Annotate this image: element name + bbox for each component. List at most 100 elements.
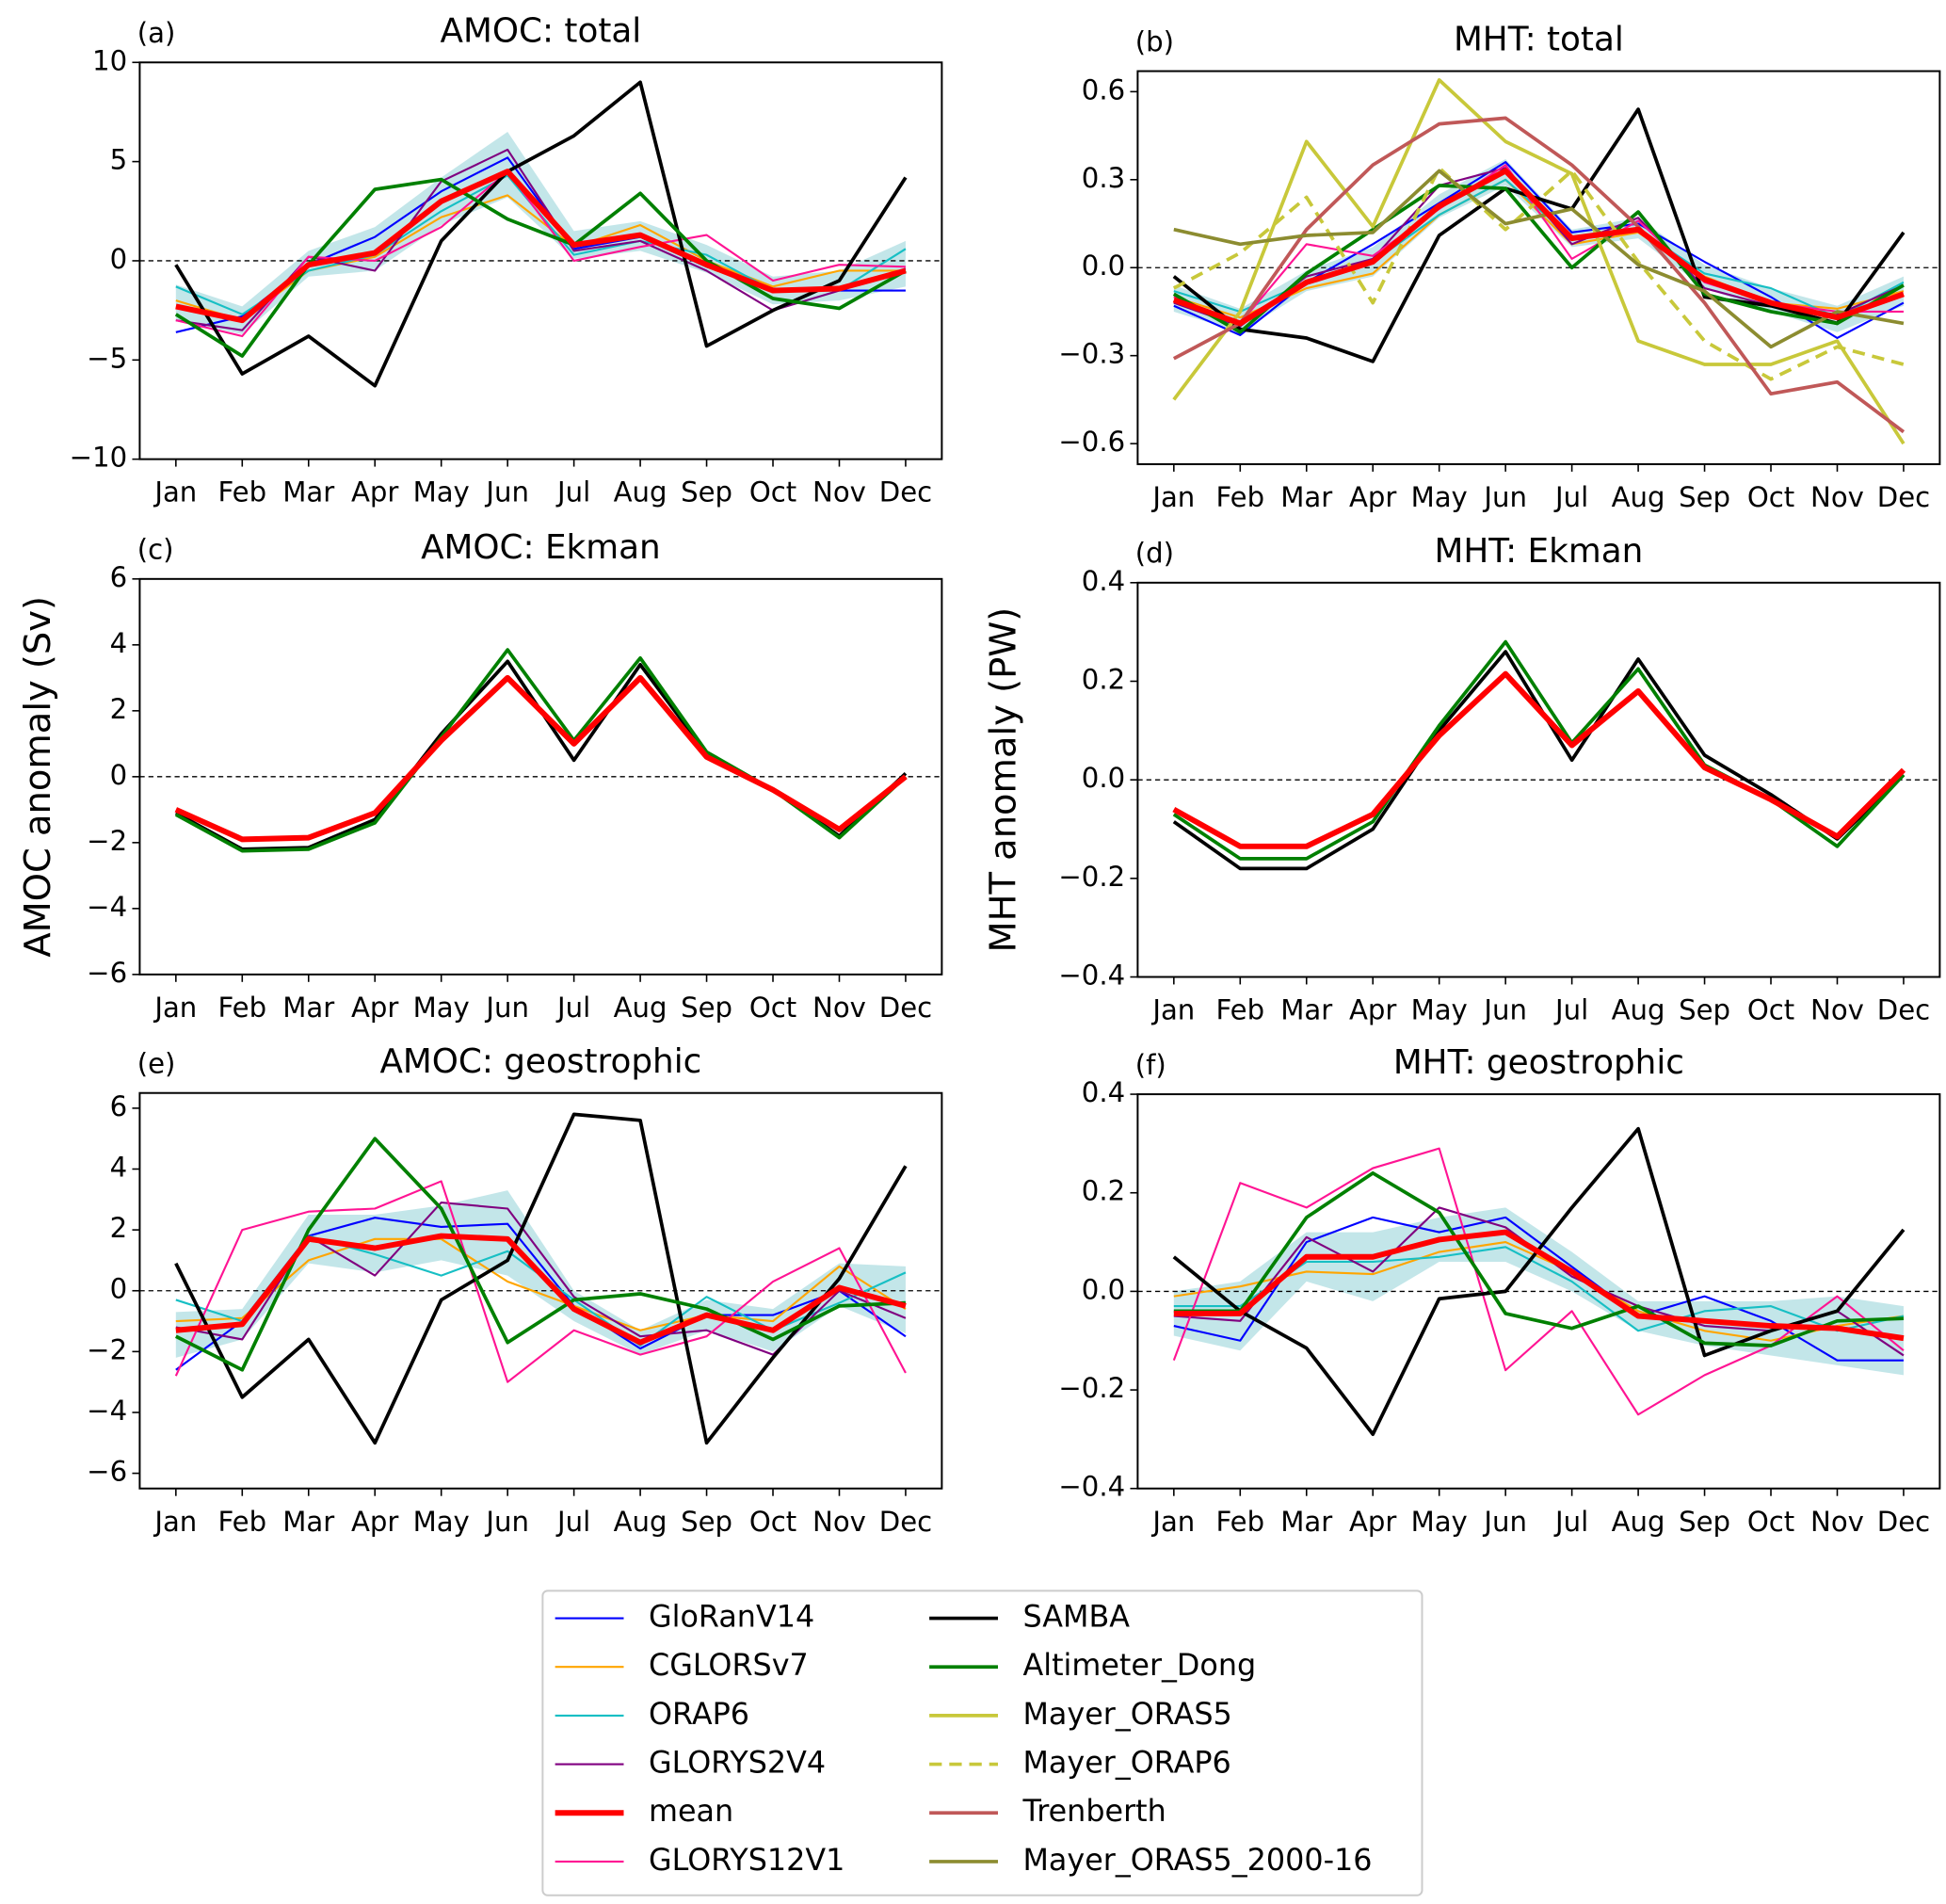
x-tick-label: Jun (1482, 1506, 1527, 1538)
x-tick-label: Jul (1553, 481, 1588, 513)
series-line (1172, 168, 1905, 327)
chart-title: MHT: total (1454, 21, 1624, 59)
x-tick-label: Jul (1553, 994, 1588, 1026)
x-tick-label: Jan (153, 1506, 197, 1538)
chart-title: AMOC: total (441, 11, 642, 50)
x-tick-label: Jun (1482, 481, 1527, 513)
chart-title: MHT: geostrophic (1393, 1043, 1684, 1082)
series-line (1172, 107, 1906, 363)
x-tick-label: Mar (282, 476, 334, 508)
panel-label: (f) (1135, 1049, 1166, 1081)
legend-label: GLORYS2V4 (649, 1746, 826, 1781)
x-tick-label: May (1411, 481, 1468, 513)
chart-title: AMOC: geostrophic (379, 1042, 701, 1081)
x-tick-label: Nov (1810, 994, 1864, 1026)
y-tick-label: −2 (87, 825, 127, 857)
legend-label: mean (649, 1794, 733, 1829)
legend-label: ORAP6 (649, 1697, 749, 1732)
x-tick-label: Oct (749, 476, 796, 508)
x-tick-label: Mar (282, 1506, 334, 1538)
x-tick-label: Dec (879, 476, 932, 508)
legend-label: Mayer_ORAS5_2000-16 (1022, 1843, 1372, 1878)
y-tick-label: 0.2 (1082, 663, 1125, 695)
x-tick-label: Jan (1150, 1506, 1195, 1538)
y-axis-label: MHT anomaly (PW) (982, 607, 1024, 953)
x-tick-label: Jun (484, 992, 529, 1024)
legend-label: Mayer_ORAP6 (1022, 1746, 1230, 1781)
y-axis-label: AMOC anomaly (Sv) (17, 596, 59, 958)
y-tick-label: 6 (110, 561, 128, 593)
y-tick-label: 4 (110, 1151, 128, 1183)
y-tick-label: −6 (87, 957, 127, 989)
y-tick-label: 0.0 (1082, 250, 1125, 282)
y-tick-label: −0.2 (1058, 861, 1125, 893)
y-tick-label: 0 (110, 759, 128, 791)
x-tick-label: Jul (555, 476, 590, 508)
y-tick-label: 0.0 (1082, 762, 1125, 794)
y-tick-label: 0.2 (1082, 1175, 1125, 1207)
y-tick-label: −0.6 (1058, 426, 1125, 458)
y-tick-label: 2 (110, 693, 128, 725)
series-line (175, 170, 906, 338)
x-tick-label: May (1411, 1506, 1468, 1538)
x-tick-label: Sep (1679, 481, 1730, 513)
x-tick-label: Apr (1349, 994, 1396, 1026)
panel-label: (e) (137, 1048, 176, 1080)
y-tick-label: 0.4 (1082, 565, 1125, 597)
series-line (1172, 166, 1905, 381)
x-tick-label: Apr (351, 992, 398, 1024)
y-tick-label: −0.2 (1058, 1372, 1125, 1404)
y-tick-label: 10 (92, 44, 127, 76)
x-tick-label: Jan (1150, 481, 1195, 513)
y-tick-label: 0.3 (1082, 162, 1125, 194)
x-tick-label: Jan (153, 476, 197, 508)
legend-label: SAMBA (1022, 1600, 1130, 1635)
x-tick-label: Aug (614, 992, 667, 1024)
x-tick-label: Aug (1612, 481, 1665, 513)
x-tick-label: Jun (1482, 994, 1527, 1026)
spread-band (1173, 158, 1904, 332)
x-tick-label: Nov (812, 992, 866, 1024)
x-tick-label: Feb (1215, 1506, 1264, 1538)
series-line (1173, 1170, 1905, 1347)
y-tick-label: −2 (87, 1333, 127, 1365)
series-line (174, 674, 908, 843)
x-tick-label: Mar (1280, 1506, 1332, 1538)
x-tick-label: Mar (282, 992, 334, 1024)
series-line (1173, 1229, 1905, 1342)
y-tick-label: 2 (110, 1212, 128, 1244)
x-tick-label: Aug (614, 1506, 667, 1538)
x-tick-label: Sep (681, 476, 732, 508)
series-line (1172, 1147, 1905, 1416)
x-tick-label: Apr (1349, 1506, 1396, 1538)
y-tick-label: 4 (110, 627, 128, 659)
x-tick-label: Jun (484, 1506, 529, 1538)
legend-label: GLORYS12V1 (649, 1843, 844, 1878)
x-tick-label: May (413, 992, 470, 1024)
y-tick-label: 0.0 (1082, 1273, 1125, 1305)
y-tick-label: 0.6 (1082, 73, 1125, 105)
y-tick-label: −6 (87, 1456, 127, 1488)
legend-label: CGLORSv7 (649, 1648, 809, 1683)
x-tick-label: Mar (1280, 481, 1332, 513)
x-tick-label: Oct (1747, 481, 1794, 513)
x-tick-label: Sep (681, 1506, 732, 1538)
x-tick-label: Feb (217, 1506, 266, 1538)
series-line (1172, 184, 1905, 334)
x-tick-label: Aug (614, 476, 667, 508)
x-tick-label: Nov (812, 476, 866, 508)
y-tick-label: 6 (110, 1090, 128, 1122)
panel-label: (d) (1135, 538, 1174, 570)
x-tick-label: Sep (681, 992, 732, 1024)
x-tick-label: Dec (879, 992, 932, 1024)
legend-label: Trenberth (1022, 1794, 1166, 1829)
series-line (174, 177, 907, 358)
x-tick-label: Dec (879, 1506, 932, 1538)
x-tick-label: Aug (1612, 1506, 1665, 1538)
x-tick-label: Jul (555, 1506, 590, 1538)
series-line (1172, 670, 1906, 849)
y-tick-label: −4 (87, 1395, 127, 1427)
y-tick-label: −0.3 (1058, 338, 1125, 370)
series-line (174, 80, 908, 388)
series-line (175, 169, 907, 324)
